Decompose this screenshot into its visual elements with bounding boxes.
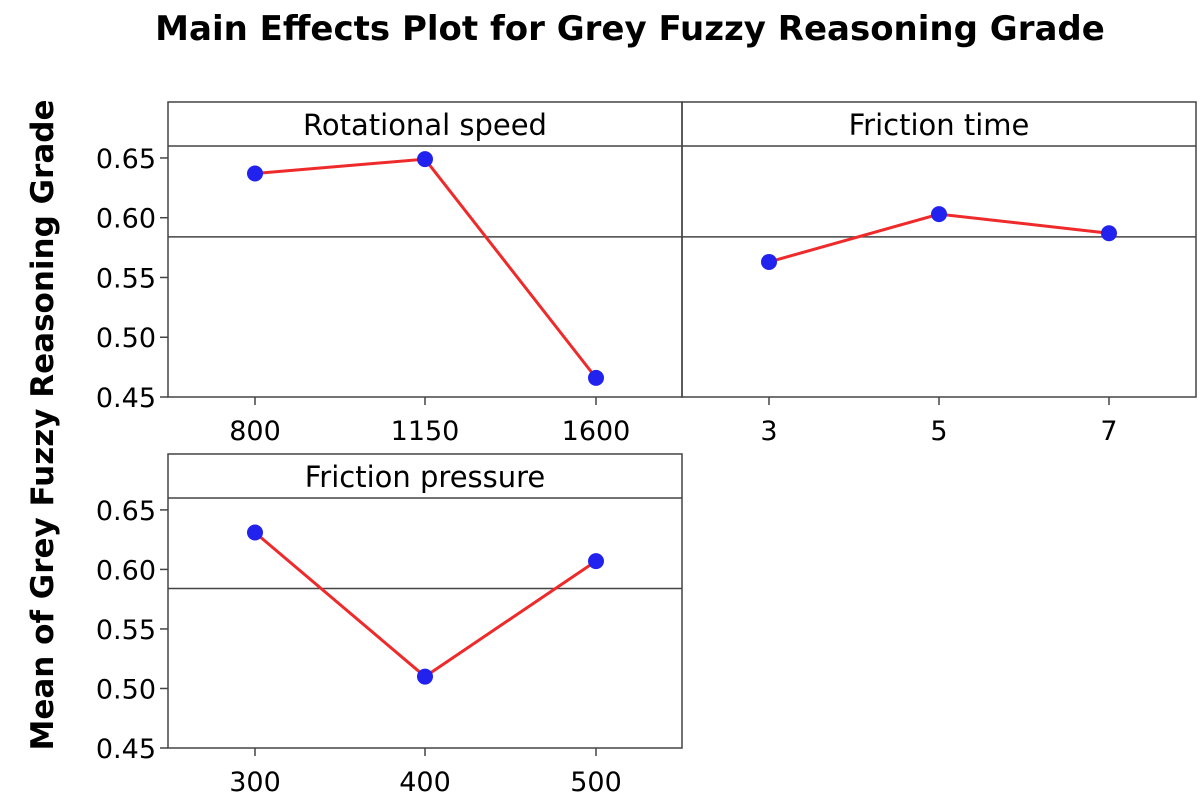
chart-title: Main Effects Plot for Grey Fuzzy Reasoni…: [155, 9, 1105, 49]
y-tick-label: 0.45: [96, 734, 156, 765]
y-tick-label: 0.60: [96, 204, 156, 235]
data-point: [1101, 225, 1117, 242]
y-axis-label: Mean of Grey Fuzzy Reasoning Grade: [25, 100, 61, 751]
x-tick-label: 400: [399, 767, 451, 798]
y-tick-label: 0.55: [96, 263, 156, 294]
data-point: [588, 553, 604, 570]
y-tick-label: 0.55: [96, 615, 156, 646]
series-line: [254, 157, 598, 379]
data-point: [417, 151, 433, 168]
x-tick-label: 800: [229, 416, 281, 447]
y-tick-label: 0.65: [96, 496, 156, 527]
x-tick-label: 500: [570, 767, 622, 798]
data-point: [761, 253, 777, 270]
y-tick-label: 0.50: [96, 323, 156, 354]
x-tick-label: 7: [1100, 416, 1117, 447]
y-tick-label: 0.60: [96, 555, 156, 586]
x-tick-label: 5: [930, 416, 947, 447]
data-point: [417, 668, 433, 685]
y-tick-label: 0.65: [96, 144, 156, 175]
series-line: [254, 531, 597, 679]
data-point: [247, 524, 263, 541]
x-tick-label: 3: [760, 416, 777, 447]
x-tick-label: 1150: [391, 416, 460, 447]
x-tick-label: 300: [229, 767, 281, 798]
data-point: [588, 369, 604, 386]
y-tick-label: 0.50: [96, 674, 156, 705]
data-point: [247, 165, 263, 182]
x-tick-label: 1600: [562, 416, 631, 447]
y-tick-label: 0.45: [96, 383, 156, 414]
panel-strip-label: Rotational speed: [303, 108, 547, 142]
panel-strip-label: Friction pressure: [305, 460, 546, 494]
chart-panels: Rotational speed 0.45 0.50 0.55 0.60 0.65 800 1…: [96, 101, 1197, 798]
panel-strip-label: Friction time: [849, 108, 1030, 142]
data-point: [931, 206, 947, 223]
